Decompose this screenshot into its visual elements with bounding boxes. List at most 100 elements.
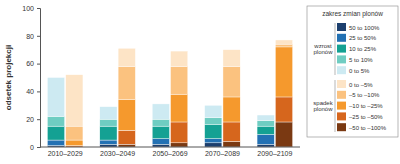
x-tick-label: 2030–2049 [100,150,135,157]
bar-segment [205,143,222,147]
bar-segment [47,140,64,146]
y-tick-mark [37,147,40,148]
y-axis: 0 20 40 60 80 100 [22,5,40,151]
x-tick: 2050–2069 [152,147,187,157]
x-tick: 2070–2089 [205,147,240,157]
bar-segment [223,97,240,122]
bar-segment [100,140,117,144]
bar-segment [47,78,64,117]
x-tick-label: 2090–2109 [257,150,292,157]
bars [47,40,292,147]
bar-segment [66,75,83,126]
chart: 0204060801002010–20292030–20492050–20692… [0,0,400,164]
x-tick: 2010–2029 [48,147,83,157]
legend-swatch [337,91,346,99]
y-tick-label: 60 [26,60,34,67]
bar-segment [100,119,117,126]
y-tick-label: 40 [26,88,34,95]
legend-bracket [335,23,336,75]
y-tick-mark [37,119,40,120]
legend-swatch [337,55,346,63]
x-axis-line [40,147,300,148]
legend-group-label: spadekplonów [313,100,333,113]
x-tick-label: 2070–2089 [205,150,240,157]
x-tick-label: 2050–2069 [152,150,187,157]
bar-segment [118,48,135,66]
legend-title: zakres zmian plonów [322,10,383,18]
legend-label: –10 to –25% [349,103,383,109]
legend-swatch [337,123,346,131]
y-tick-mark [37,8,40,9]
bar-segment [171,51,188,66]
y-tick: 40 [26,88,40,95]
y-tick-label: 80 [26,33,34,40]
legend-label: 25 to 50% [349,35,377,41]
y-tick-mark [37,64,40,65]
bar-segment [152,119,169,126]
y-tick: 0 [30,144,40,151]
legend-swatch [337,45,346,53]
legend-label: 0 to –5% [349,82,373,88]
bar-segment [205,125,222,139]
bar-segment [275,47,292,97]
y-tick: 80 [26,33,40,40]
y-tick-label: 100 [22,5,34,12]
bar-segment [205,118,222,125]
legend-swatch [337,34,346,42]
legend-frame [307,6,398,137]
y-tick: 20 [26,116,40,123]
bar-segment [205,139,222,143]
bar-segment [275,44,292,47]
legend-label: 50 to 100% [349,25,380,31]
bar-segment [118,66,135,99]
y-tick-mark [37,91,40,92]
legend-label: –25 to –50% [349,114,383,120]
bar-segment [223,50,240,67]
y-axis-title: odsetek projekcji [4,45,13,110]
legend-label: 5 to 10% [349,57,373,63]
bar-segment [118,130,135,144]
legend-label: 0 to 5% [349,68,370,74]
bar-segment [223,66,240,97]
bar-segment [171,66,188,94]
legend: zakres zmian plonów 50 to 100% 25 to 50% 10… [307,6,398,137]
x-axis: 2010–2029 2030–2049 2050–2069 2070–2089 2090… [40,147,300,157]
bar-segment [257,126,274,134]
bar-segment [118,100,135,131]
bar-segment [223,141,240,147]
bar-segment [257,115,274,121]
bar-segment [205,105,222,118]
legend-swatch [337,23,346,31]
legend-swatch [337,112,346,120]
legend-swatch [337,66,346,74]
bar-segment [257,134,274,144]
legend-group-label: wzrostplonów [313,43,333,56]
bar-segment [275,122,292,147]
bar-segment [152,104,169,119]
y-tick-mark [37,36,40,37]
legend-label: –5 to –10% [349,92,380,98]
bar-segment [223,122,240,141]
y-tick-label: 0 [30,144,34,151]
legend-label: 10 to 25% [349,46,377,52]
x-tick: 2090–2109 [257,147,292,157]
bar-segment [100,107,117,120]
bar-segment [47,126,64,140]
bar-segment [152,126,169,139]
y-tick: 100 [22,5,40,12]
bar-segment [152,139,169,145]
legend-swatch [337,102,346,110]
x-tick-label: 2010–2029 [48,150,83,157]
legend-bracket [335,80,336,132]
y-tick: 60 [26,60,40,67]
y-axis-line [37,9,41,148]
bar-segment [171,94,188,122]
legend-swatch [337,80,346,88]
bar-segment [275,40,292,44]
bar-segment [47,116,64,126]
bar-segment [66,140,83,146]
bar-segment [257,121,274,127]
bar-segment [100,126,117,140]
bar-segment [171,143,188,147]
bar-segment [66,126,83,140]
